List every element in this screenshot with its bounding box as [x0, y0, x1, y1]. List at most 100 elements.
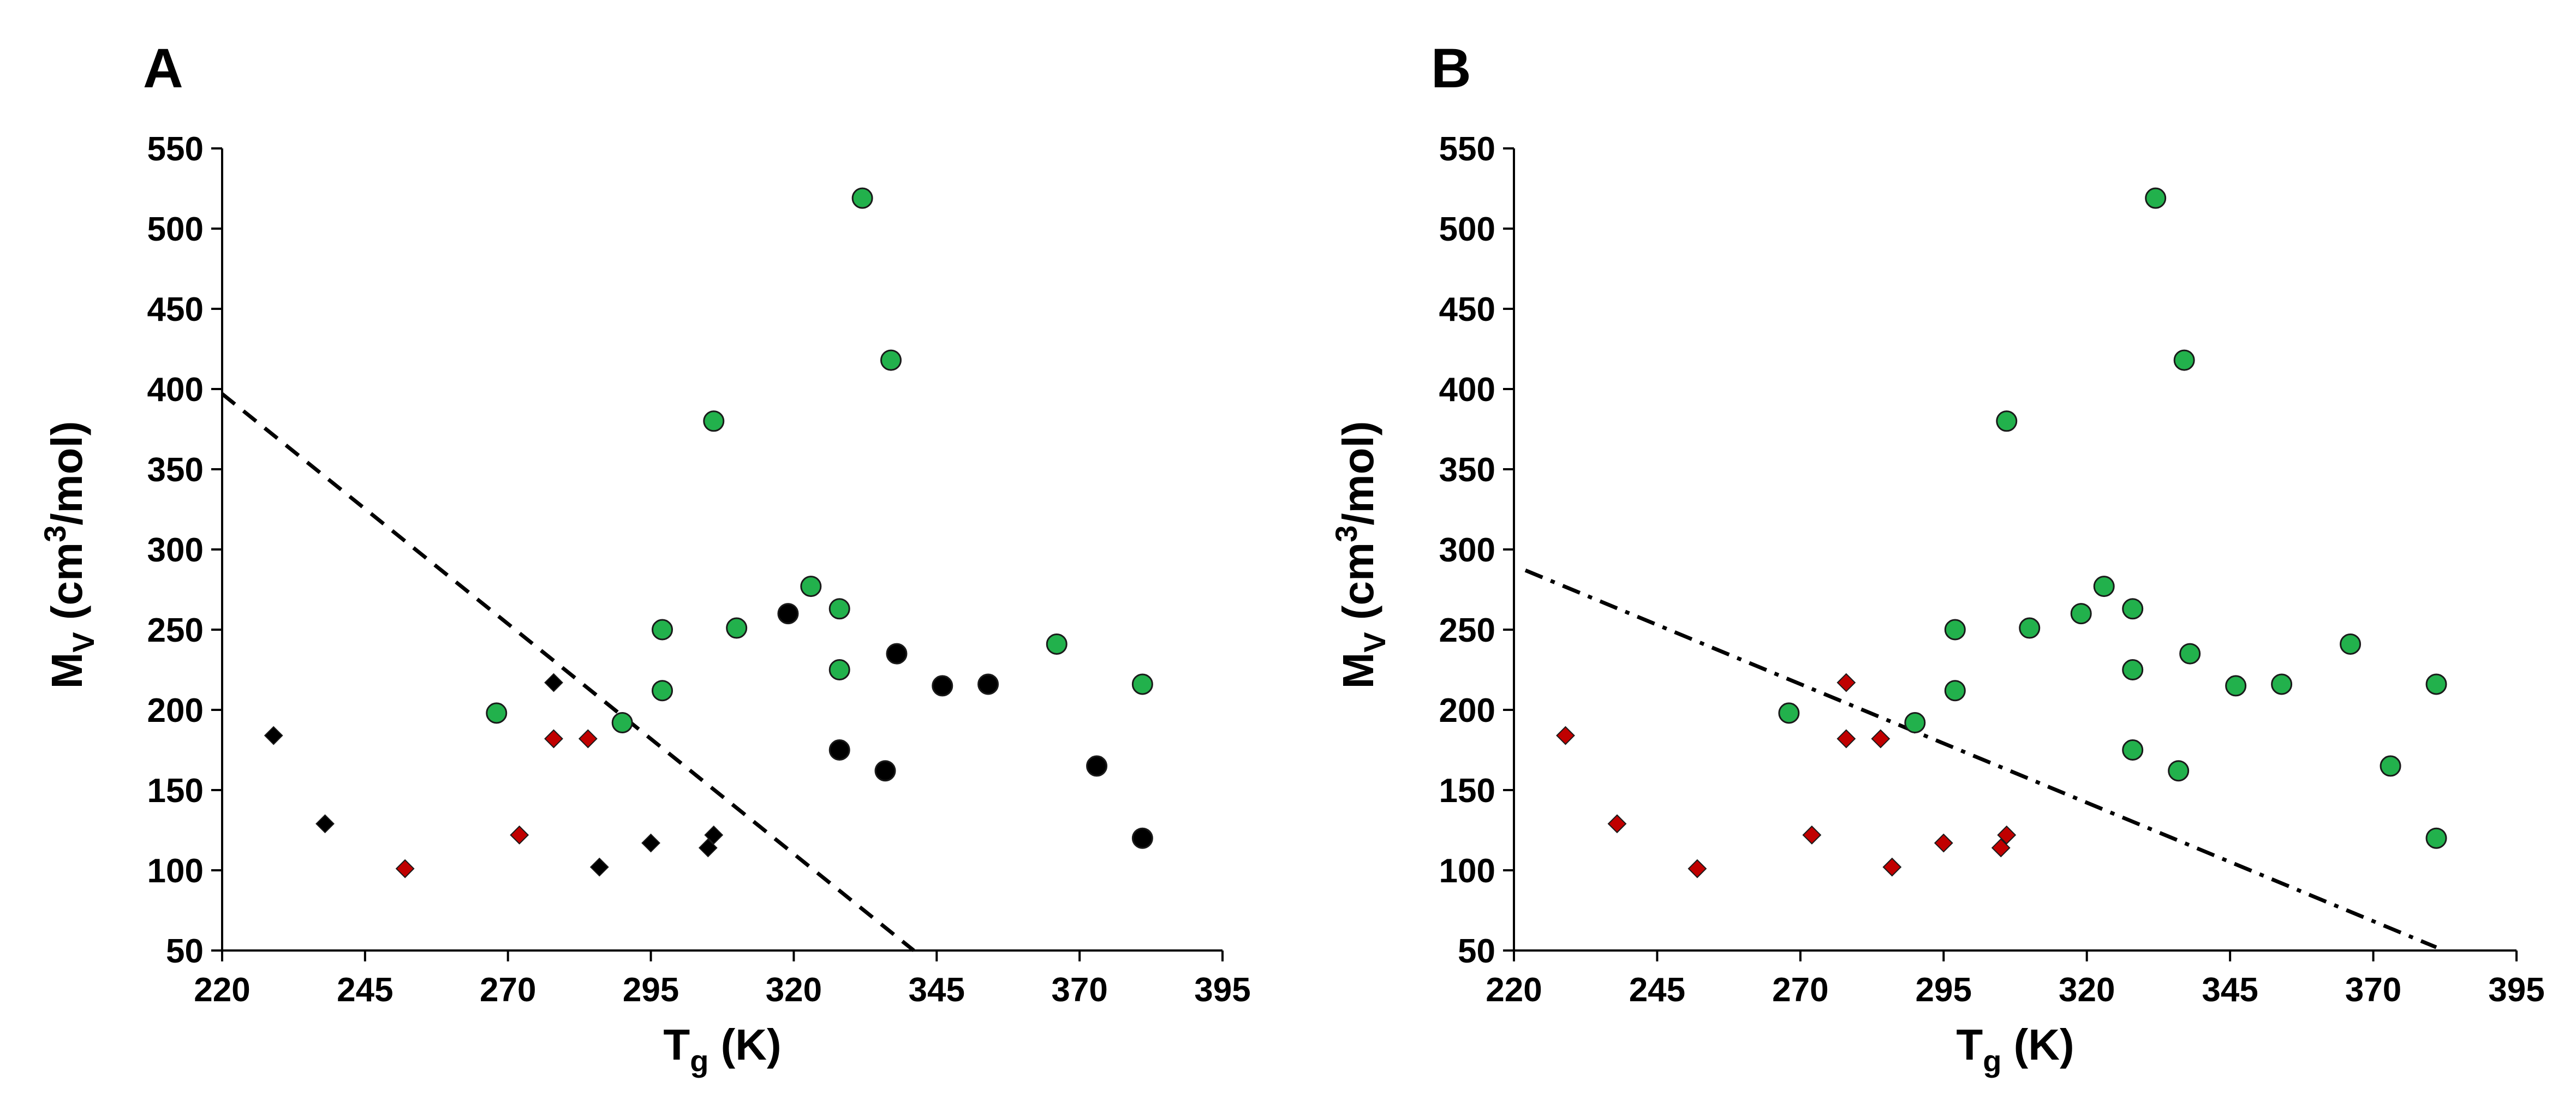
data-point-diamond [315, 814, 335, 834]
data-point-circle [1131, 827, 1153, 849]
data-point-diamond [1802, 825, 1822, 845]
y-tick-label: 250 [1439, 612, 1495, 649]
y-tick-label: 100 [1439, 852, 1495, 890]
data-point-circle [2168, 760, 2190, 782]
y-tick-label: 50 [1458, 932, 1495, 970]
x-tick-label: 270 [480, 971, 536, 1009]
x-tick-label: 220 [1486, 971, 1542, 1009]
x-tick-label: 320 [2059, 971, 2115, 1009]
x-tick-label: 370 [1051, 971, 1107, 1009]
data-point-circle [1086, 755, 1108, 777]
data-point-circle [2179, 643, 2201, 665]
data-point-diamond [544, 673, 563, 692]
y-axis-title: MV (cm3/mol) [1329, 421, 1392, 689]
trend-line-dashdot [1524, 568, 2437, 949]
x-tick-label: 295 [1916, 971, 1972, 1009]
data-point-circle [1046, 633, 1068, 655]
data-point-circle [1131, 673, 1153, 695]
x-tick-label: 395 [1194, 971, 1250, 1009]
data-point-diamond [698, 838, 718, 858]
data-point-diamond [589, 857, 609, 877]
y-tick-label: 300 [1439, 531, 1495, 569]
data-point-circle [1904, 712, 1926, 734]
data-point-diamond [510, 825, 529, 845]
y-tick-label: 450 [147, 291, 204, 328]
y-tick-label: 200 [147, 692, 204, 730]
data-point-diamond [1997, 825, 2017, 845]
data-point-circle [2173, 349, 2195, 371]
chart-panel-a: A 50 100 150 200 250 300 350 400 450 500 550 220 245 2… [38, 37, 1251, 1078]
data-point-diamond [1991, 838, 2011, 858]
y-tick-label: 150 [1439, 772, 1495, 810]
x-tick-label: 345 [909, 971, 965, 1009]
trend-line-dashed [220, 392, 915, 952]
data-point-circle [2425, 827, 2447, 849]
data-point-diamond [1687, 859, 1707, 878]
data-point-circle [1944, 680, 1966, 702]
panel-label: A [143, 37, 183, 99]
data-point-circle [726, 617, 748, 639]
y-tick-label: 400 [1439, 371, 1495, 409]
x-tick-label: 270 [1772, 971, 1828, 1009]
y-tick-label: 500 [1439, 211, 1495, 248]
data-point-diamond [264, 726, 283, 745]
data-point-diamond [544, 729, 563, 749]
data-point-circle [703, 410, 725, 432]
data-point-circle [2145, 187, 2167, 209]
data-point-diamond [395, 859, 415, 878]
data-point-circle [652, 680, 673, 702]
y-tick-label: 450 [1439, 291, 1495, 328]
x-tick-label: 245 [337, 971, 393, 1009]
y-tick-label: 200 [1439, 692, 1495, 730]
data-point-diamond [1607, 814, 1627, 834]
data-point-circle [2271, 673, 2293, 695]
data-point-circle [1778, 702, 1800, 724]
y-tick-label: 50 [166, 932, 204, 970]
y-tick-label: 500 [147, 211, 204, 248]
data-point-circle [2122, 598, 2144, 620]
y-tick-label: 400 [147, 371, 204, 409]
data-point-diamond [1871, 729, 1891, 749]
x-tick-label: 295 [623, 971, 679, 1009]
data-point-diamond [704, 825, 724, 845]
data-point-circle [2093, 576, 2115, 597]
data-point-circle [851, 187, 873, 209]
data-point-circle [2380, 755, 2401, 777]
data-point-circle [828, 659, 850, 680]
data-point-circle [828, 598, 850, 620]
data-point-circle [2122, 739, 2144, 761]
data-point-circle [2340, 633, 2362, 655]
y-tick-label: 550 [1439, 130, 1495, 168]
x-tick-label: 395 [2488, 971, 2544, 1009]
y-tick-label: 550 [147, 130, 204, 168]
data-point-diamond [1836, 729, 1856, 749]
data-point-diamond [641, 833, 660, 853]
data-point-diamond [1934, 833, 1953, 853]
y-tick-label: 350 [1439, 451, 1495, 489]
data-point-diamond [1882, 857, 1902, 877]
data-point-circle [2425, 673, 2447, 695]
data-point-circle [886, 643, 908, 665]
data-point-diamond [578, 729, 598, 749]
y-tick-label: 250 [147, 612, 204, 649]
chart-panel-b: B 50 100 150 200 250 300 350 400 450 500 550 220 245 2… [1329, 37, 2545, 1078]
x-tick-label: 345 [2202, 971, 2258, 1009]
data-point-circle [874, 760, 896, 782]
y-tick-label: 300 [147, 531, 204, 569]
data-point-circle [977, 673, 999, 695]
data-point-circle [777, 603, 799, 625]
data-point-circle [652, 619, 673, 641]
data-point-circle [800, 576, 822, 597]
data-point-circle [2070, 603, 2092, 625]
data-point-circle [2019, 617, 2041, 639]
data-point-circle [880, 349, 902, 371]
data-point-circle [486, 702, 508, 724]
data-point-circle [611, 712, 633, 734]
data-point-circle [2225, 675, 2247, 697]
x-tick-label: 220 [194, 971, 250, 1009]
data-point-circle [932, 675, 953, 697]
x-axis-title: Tg (K) [1956, 1020, 2074, 1078]
panel-label: B [1431, 37, 1471, 99]
x-tick-label: 370 [2345, 971, 2401, 1009]
